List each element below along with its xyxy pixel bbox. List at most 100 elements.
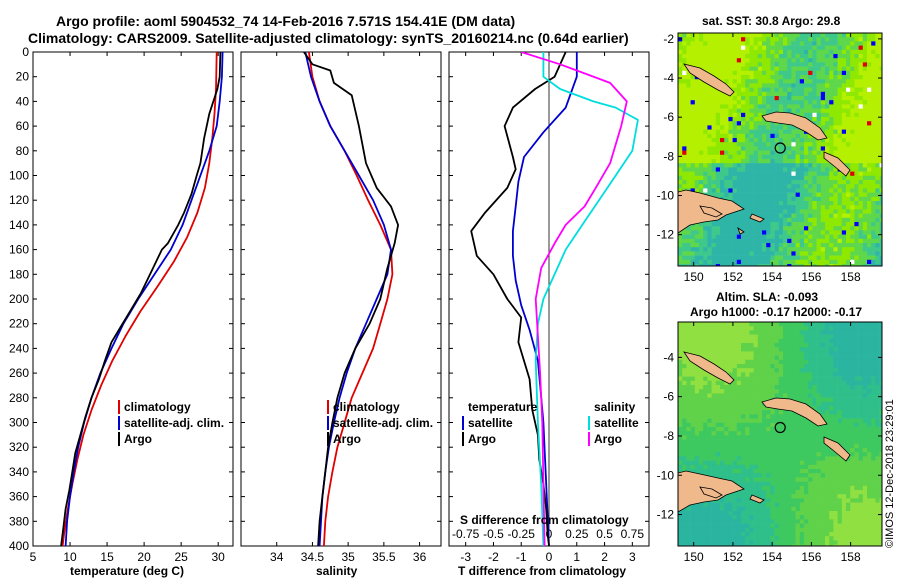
map-cell: [753, 469, 759, 474]
map-cell: [703, 234, 708, 240]
map-cell: [770, 91, 775, 97]
map-cell: [762, 397, 767, 403]
map-cell: [703, 355, 708, 361]
map-cell: [833, 264, 838, 266]
map-cell: [825, 104, 830, 109]
map-cell: [787, 205, 792, 210]
map-cell: [686, 452, 691, 457]
map-cell: [741, 393, 746, 398]
map-cell: [846, 87, 851, 93]
map-cell: [736, 171, 742, 177]
map-cell: [720, 389, 725, 394]
map-cell: [808, 255, 813, 261]
map-cell: [682, 338, 687, 344]
map-cell: [678, 41, 683, 46]
map-cell: [711, 326, 717, 331]
map-cell: [678, 401, 683, 407]
map-cell: [724, 175, 729, 181]
map-cell: [745, 469, 750, 474]
map-cell: [749, 209, 754, 214]
map-cell: [875, 243, 880, 248]
map-cell: [694, 259, 700, 265]
map-cell: [770, 222, 775, 227]
map-cell: [858, 243, 864, 248]
map-cell: [837, 264, 843, 266]
map-cell: [795, 397, 801, 403]
map-cell: [837, 338, 843, 344]
map-cell: [770, 481, 775, 487]
map-cell: [854, 45, 859, 51]
map-cell: [825, 460, 830, 466]
map-cell: [711, 431, 717, 436]
map-cell: [745, 209, 750, 214]
map-cell: [707, 347, 712, 352]
salinity-series: [303, 52, 400, 546]
map-cell: [799, 414, 805, 419]
map-cell: [850, 112, 855, 118]
map-cell: [732, 435, 738, 440]
map-cell: [816, 205, 822, 210]
map-cell: [854, 41, 859, 46]
map-cell: [690, 393, 696, 398]
map-cell: [741, 422, 746, 428]
map-cell: [875, 163, 880, 168]
map-cell: [825, 196, 830, 202]
map-cell: [862, 100, 868, 105]
map-cell: [854, 359, 859, 365]
map-cell: [699, 100, 704, 105]
map-cell: [720, 49, 725, 55]
map-cell: [753, 234, 759, 240]
map-cell: [804, 259, 809, 265]
map-cell: [854, 372, 859, 377]
map-cell: [820, 196, 826, 202]
map-cell: [694, 435, 700, 440]
map-cell: [808, 359, 813, 365]
map-cell: [707, 188, 712, 193]
map-cell: [770, 473, 775, 478]
map-cell: [770, 418, 775, 424]
map-cell: [736, 37, 742, 42]
map-cell: [867, 477, 872, 482]
map-cell: [871, 167, 876, 172]
map-cell: [707, 45, 712, 51]
map-cell: [694, 83, 700, 88]
map-cell: [774, 443, 780, 449]
map-cell: [766, 435, 771, 440]
map-cell: [820, 79, 826, 84]
map-cell: [829, 100, 834, 105]
map-cell: [720, 54, 725, 59]
map-cell: [795, 380, 801, 386]
map-cell: [715, 33, 721, 38]
map-cell: [699, 251, 704, 256]
map-cell: [741, 347, 746, 352]
map-cell: [711, 96, 717, 101]
map-cell: [732, 192, 738, 198]
map-cell: [749, 389, 754, 394]
map-cell: [812, 322, 817, 327]
map-cell: [715, 334, 721, 340]
map-cell: [825, 322, 830, 327]
map-cell: [825, 338, 830, 344]
map-cell: [774, 121, 780, 126]
map-cell: [690, 75, 696, 80]
map-cell: [850, 49, 855, 55]
map-cell: [875, 351, 880, 356]
map-cell: [833, 37, 838, 42]
map-cell: [808, 163, 813, 168]
map-cell: [829, 83, 834, 88]
map-cell: [787, 175, 792, 181]
map-cell: [833, 91, 838, 97]
map-cell: [867, 406, 872, 411]
map-cell: [804, 234, 809, 240]
map-cell: [799, 62, 805, 67]
map-cell: [854, 418, 859, 424]
map-cell: [707, 37, 712, 42]
map-cell: [711, 154, 717, 160]
map-cell: [753, 175, 759, 181]
map-cell: [703, 104, 708, 109]
map-cell: [732, 175, 738, 181]
map-cell: [736, 255, 742, 261]
map-cell: [707, 171, 712, 177]
map-cell: [770, 205, 775, 210]
map-cell: [766, 146, 771, 151]
